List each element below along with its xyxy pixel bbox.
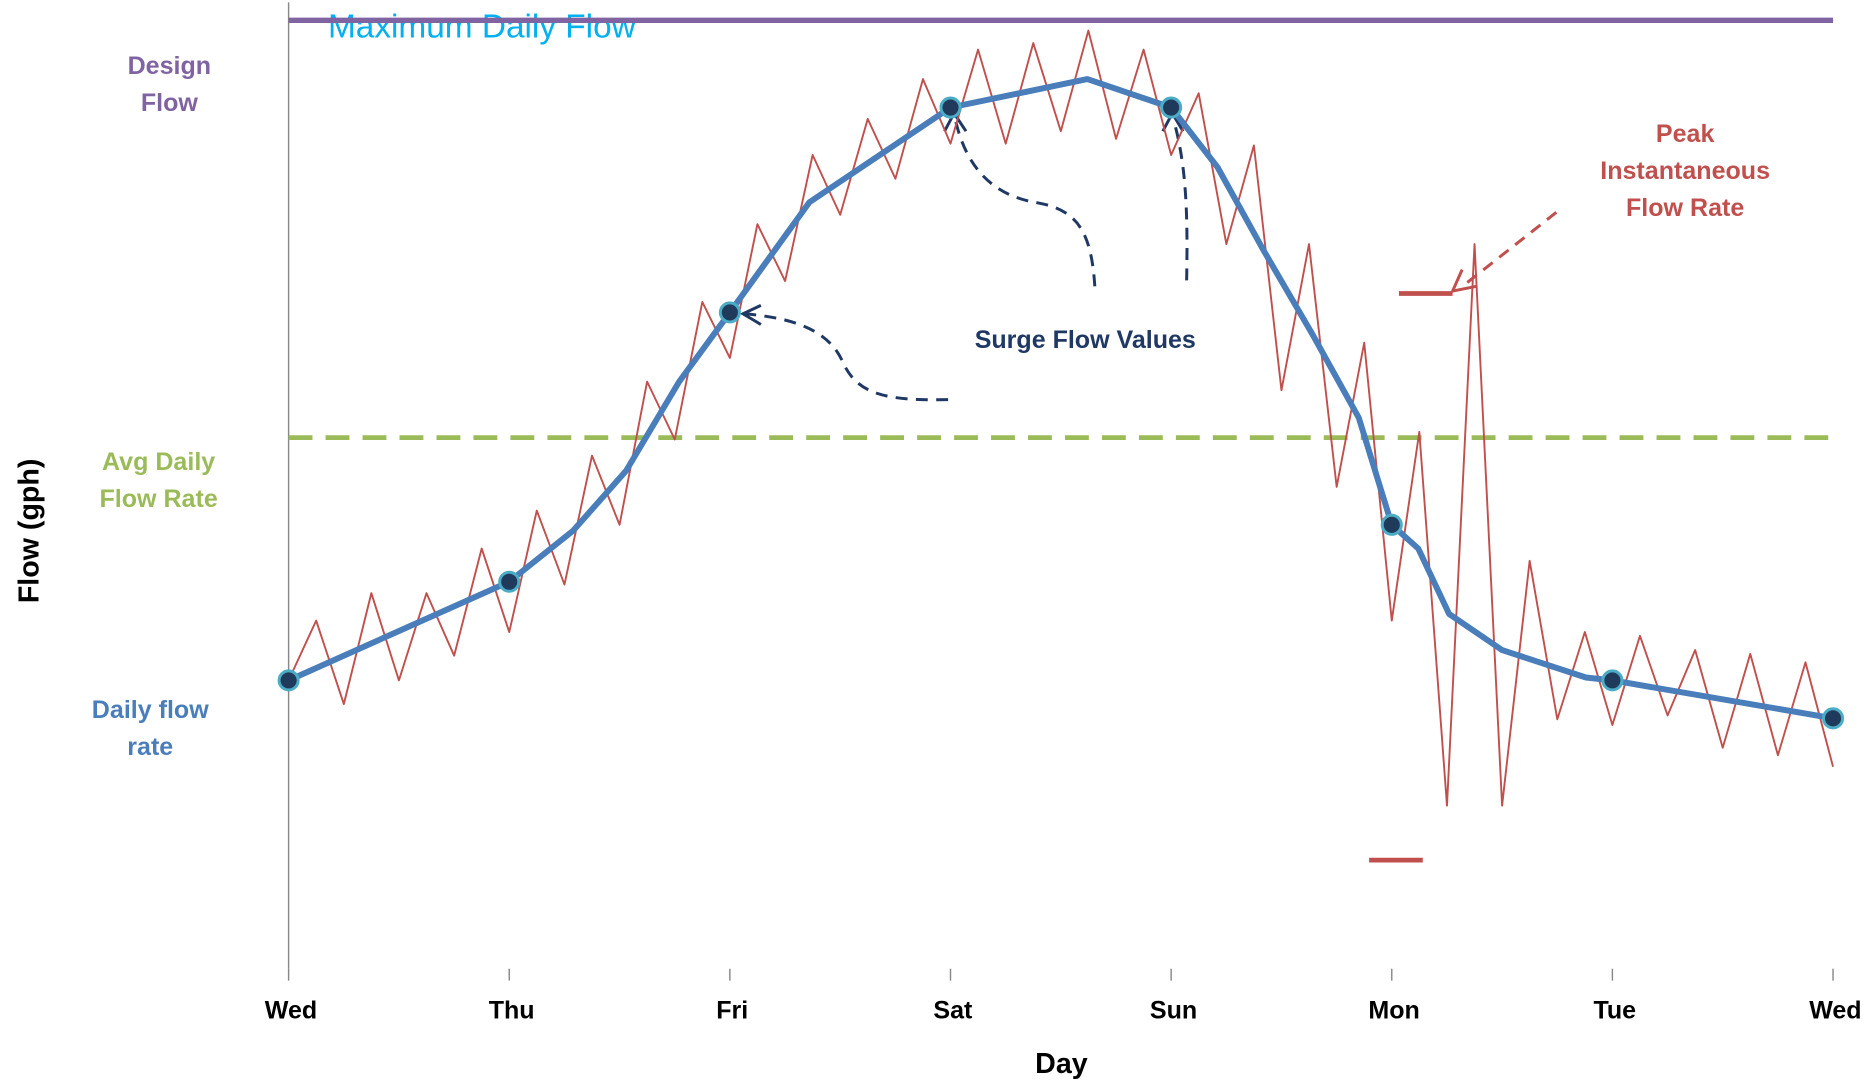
legend-label: Daily flow rate (91, 696, 209, 762)
marker (1601, 669, 1624, 692)
chart-title: Maximum Daily Flow (328, 8, 637, 45)
marker (1160, 96, 1183, 119)
x-tick-label: Sun (1150, 996, 1197, 1024)
label-box: Avg Daily Flow Rate (99, 448, 218, 513)
arrow (953, 118, 1097, 287)
series-line (287, 29, 1834, 807)
marker (718, 301, 741, 324)
annotation: Surge Flow Values (975, 326, 1196, 354)
marker (1821, 707, 1845, 730)
label-box: Daily flow rate (91, 696, 209, 762)
reference-label: Design Flow (127, 52, 212, 117)
label-box: Design Flow (127, 52, 212, 117)
x-tick-label: Mon (1368, 996, 1419, 1024)
arrowhead (739, 304, 762, 326)
marker (939, 96, 962, 119)
annotation-box: Peak Instantaneous Flow Rate (1600, 120, 1771, 222)
annotation: Peak Instantaneous Flow Rate (1600, 120, 1771, 222)
y-axis-title: Flow (gph) (14, 459, 46, 604)
x-axis-title: Day (1035, 1048, 1088, 1080)
x-tick-label: Wed (265, 996, 317, 1024)
marker (277, 669, 300, 692)
arrow (745, 312, 949, 402)
x-tick-label: Fri (716, 996, 748, 1024)
marker (1380, 513, 1403, 536)
arrow (1172, 118, 1189, 281)
marker (498, 570, 521, 593)
arrowhead (1450, 269, 1477, 294)
x-tick-label: Thu (489, 996, 535, 1024)
x-tick-label: Wed (1809, 996, 1861, 1024)
reference-label: Avg Daily Flow Rate (99, 448, 218, 513)
x-tick-label: Tue (1593, 996, 1636, 1024)
series-line (287, 76, 1834, 722)
x-tick-label: Sat (933, 996, 973, 1024)
surge-arrows (745, 118, 1189, 402)
